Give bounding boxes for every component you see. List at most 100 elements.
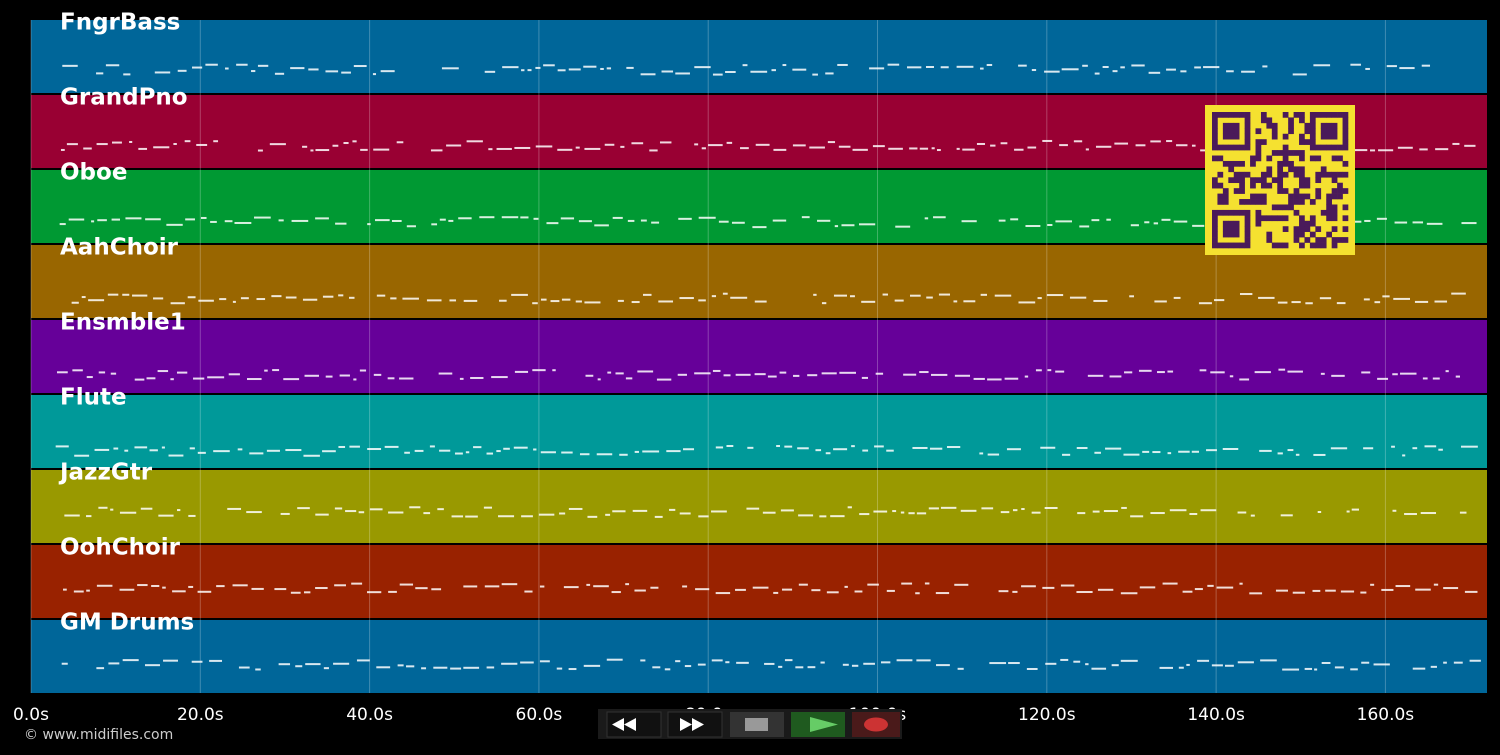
note bbox=[1378, 149, 1394, 152]
note bbox=[1076, 447, 1088, 450]
note bbox=[924, 217, 929, 220]
forward-button[interactable] bbox=[667, 711, 723, 738]
qr-cell bbox=[1271, 242, 1278, 249]
note bbox=[752, 586, 769, 589]
note bbox=[1035, 369, 1042, 372]
note bbox=[60, 148, 65, 151]
qr-cell bbox=[1244, 144, 1251, 151]
note bbox=[1392, 373, 1398, 376]
qr-cell bbox=[1309, 215, 1316, 222]
note bbox=[886, 449, 894, 452]
note bbox=[238, 666, 250, 669]
note bbox=[1237, 511, 1247, 514]
qr-cell bbox=[1277, 182, 1284, 189]
stop-button[interactable] bbox=[730, 712, 784, 737]
note bbox=[283, 378, 300, 381]
note bbox=[290, 591, 301, 594]
qr-cell bbox=[1309, 112, 1316, 118]
note bbox=[755, 143, 770, 146]
note bbox=[402, 297, 419, 300]
note bbox=[1292, 591, 1305, 594]
note bbox=[780, 509, 794, 512]
note bbox=[626, 66, 634, 69]
note bbox=[1200, 149, 1209, 152]
qr-cell bbox=[1212, 144, 1218, 151]
note bbox=[908, 512, 915, 515]
track-name: GrandPno bbox=[60, 85, 188, 111]
note bbox=[86, 376, 93, 379]
note bbox=[205, 63, 218, 66]
note bbox=[1287, 449, 1294, 452]
note bbox=[1321, 661, 1331, 664]
note bbox=[963, 300, 976, 303]
note bbox=[807, 374, 818, 377]
note bbox=[111, 141, 122, 144]
note bbox=[498, 515, 515, 518]
note bbox=[356, 659, 370, 662]
note bbox=[873, 510, 888, 513]
note bbox=[209, 659, 223, 662]
note bbox=[86, 589, 90, 592]
note bbox=[421, 667, 427, 670]
qr-cell bbox=[1309, 155, 1316, 162]
note bbox=[981, 507, 994, 510]
qr-cell bbox=[1309, 220, 1316, 227]
note bbox=[1404, 513, 1417, 516]
note bbox=[956, 65, 974, 68]
note bbox=[1414, 300, 1429, 303]
qr-cell bbox=[1233, 128, 1240, 135]
note bbox=[1282, 668, 1300, 671]
note bbox=[426, 299, 442, 302]
note bbox=[491, 376, 508, 379]
note bbox=[1073, 140, 1083, 143]
note bbox=[144, 664, 160, 667]
note bbox=[795, 666, 804, 669]
note bbox=[1182, 590, 1193, 593]
note bbox=[1157, 371, 1165, 374]
play-button[interactable] bbox=[791, 712, 845, 737]
note bbox=[369, 508, 383, 511]
rewind-button[interactable] bbox=[606, 711, 662, 738]
record-button[interactable] bbox=[852, 712, 900, 737]
qr-cell bbox=[1277, 171, 1284, 178]
note bbox=[642, 293, 652, 296]
note bbox=[711, 295, 717, 298]
note bbox=[1250, 514, 1255, 517]
qr-cell bbox=[1326, 128, 1332, 135]
note bbox=[675, 72, 690, 75]
note bbox=[1420, 512, 1437, 515]
qr-cell bbox=[1266, 166, 1273, 173]
note bbox=[123, 73, 131, 76]
note bbox=[358, 511, 365, 514]
note bbox=[1278, 368, 1286, 371]
note bbox=[1139, 586, 1156, 589]
note bbox=[1363, 447, 1374, 450]
note bbox=[575, 300, 582, 303]
qr-cell bbox=[1315, 112, 1322, 118]
note bbox=[1199, 369, 1207, 372]
note bbox=[367, 591, 382, 594]
qr-cell bbox=[1315, 188, 1322, 194]
note bbox=[678, 217, 692, 220]
note bbox=[1370, 149, 1376, 152]
note bbox=[726, 141, 733, 144]
note bbox=[166, 223, 183, 226]
qr-cell bbox=[1228, 160, 1235, 167]
note bbox=[61, 662, 68, 665]
note bbox=[315, 217, 329, 220]
note bbox=[725, 70, 736, 73]
note bbox=[334, 584, 346, 587]
note bbox=[1460, 445, 1478, 448]
note bbox=[698, 299, 706, 302]
note bbox=[652, 666, 661, 669]
note bbox=[501, 583, 518, 586]
note bbox=[597, 378, 601, 381]
note bbox=[66, 143, 78, 146]
note bbox=[1087, 374, 1104, 377]
note bbox=[1350, 63, 1361, 66]
note bbox=[1377, 377, 1389, 380]
note bbox=[611, 591, 621, 594]
note bbox=[521, 69, 525, 72]
qr-cell bbox=[1342, 122, 1349, 129]
qr-cell bbox=[1282, 155, 1289, 162]
